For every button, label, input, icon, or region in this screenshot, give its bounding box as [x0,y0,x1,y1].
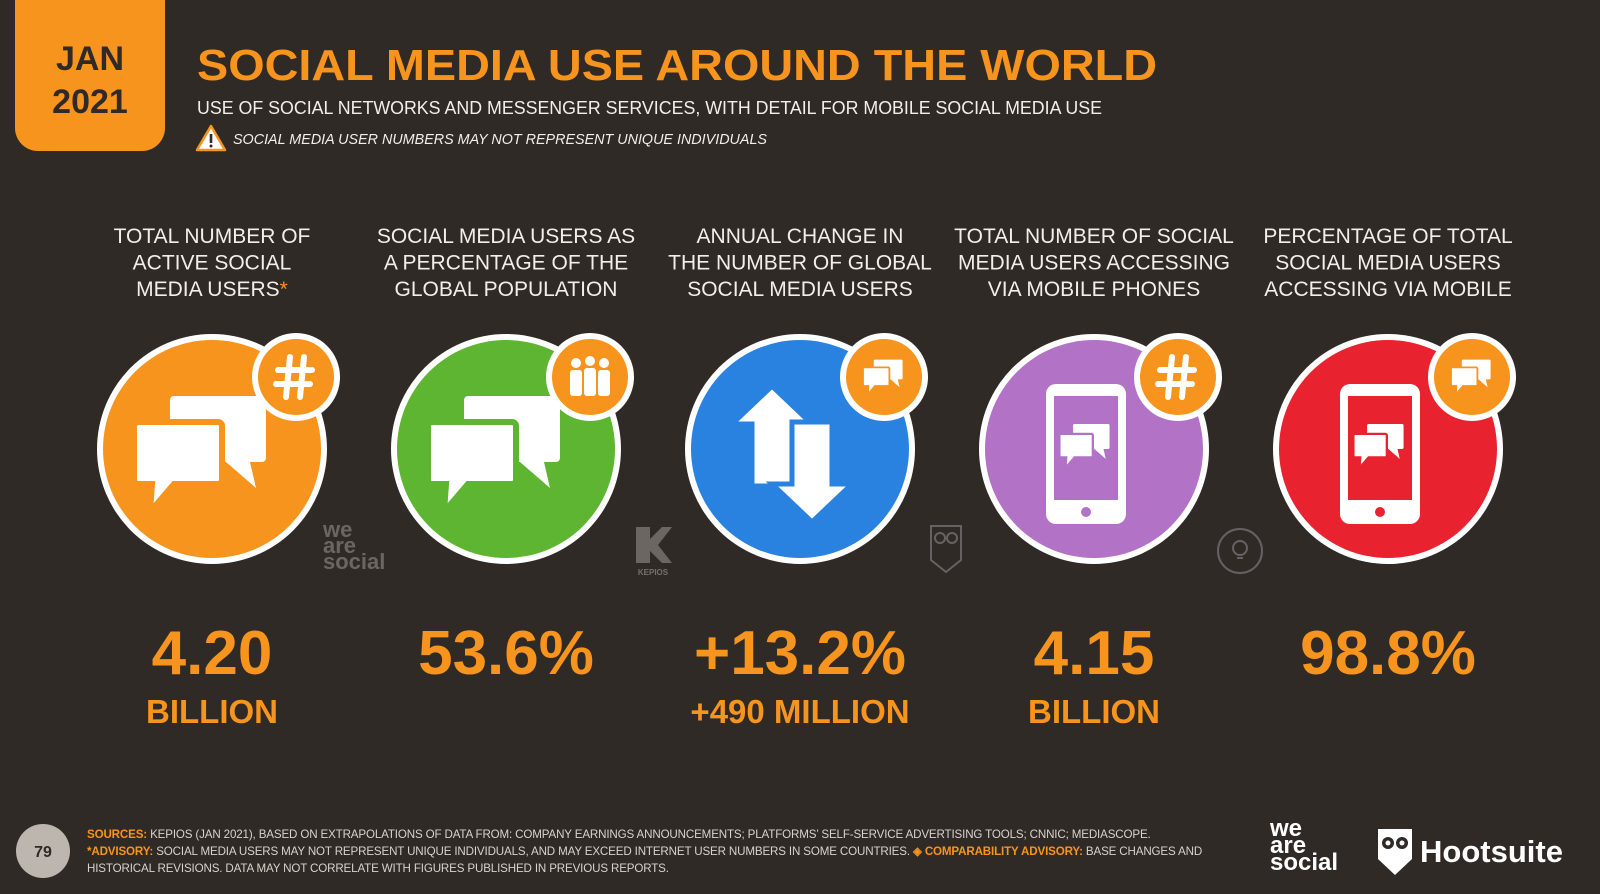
badge-icon [570,356,610,396]
advisory-line: *ADVISORY: SOCIAL MEDIA USERS MAY NOT RE… [87,843,1247,877]
stat-label-line: SOCIAL MEDIA USERS AS [377,225,635,248]
stat-label-line: SOCIAL MEDIA USERS [687,278,913,301]
bulb-watermark [1217,528,1263,574]
stat-label-line: GLOBAL POPULATION [395,278,618,301]
title: SOCIAL MEDIA USE AROUND THE WORLD [197,41,1157,90]
owl-watermark [930,525,962,574]
badge [1140,339,1216,415]
stat-label-line: TOTAL NUMBER OF SOCIAL [954,225,1234,248]
watermark-we-are-social: we [322,517,352,542]
stat-label: ACTIVE SOCIAL [133,252,292,275]
stat-label-line: A PERCENTAGE OF THE [384,252,628,275]
stat-label: THE NUMBER OF GLOBAL [668,252,932,275]
watermark-we-are-social: are [323,533,356,558]
stat-value: 53.6% [418,619,594,688]
date-year: 2021 [52,83,128,121]
advisory-text: SOCIAL MEDIA USERS MAY NOT REPRESENT UNI… [156,845,910,858]
footer-notes: SOURCES: KEPIOS (JAN 2021), BASED ON EXT… [87,826,1247,877]
stat-value: +13.2% [694,619,906,688]
hootsuite-owl [1378,829,1412,875]
stat-label: VIA MOBILE PHONES [988,278,1200,301]
stat-value: 98.8% [1300,619,1476,688]
logo-hootsuite: Hootsuite [1420,834,1563,869]
stat-label-line: THE NUMBER OF GLOBAL [668,252,932,275]
stat-label-line: VIA MOBILE PHONES [988,278,1200,301]
logo-we-are-social: are [1270,832,1306,859]
stat-label: SOCIAL MEDIA USERS [687,278,913,301]
stat-label: SOCIAL MEDIA USERS [1275,252,1501,275]
stat-label: PERCENTAGE OF TOTAL [1263,225,1512,248]
stat-label-line: PERCENTAGE OF TOTAL [1263,225,1512,248]
stat-value: 4.15 [1034,619,1155,688]
stat-unit: BILLION [1028,693,1160,730]
watermark-kepios: KEPIOS [638,568,669,577]
stat-label-line: SOCIAL MEDIA USERS [1275,252,1501,275]
advisory-label: *ADVISORY: [87,845,154,858]
warning-text: SOCIAL MEDIA USER NUMBERS MAY NOT REPRES… [233,132,767,148]
date-box [15,0,165,151]
sources-line: SOURCES: KEPIOS (JAN 2021), BASED ON EXT… [87,826,1247,843]
comparability-text: BASE CHANGES AND HISTORICAL REVISIONS. D… [87,845,1203,875]
stat-label-line: ACCESSING VIA MOBILE [1264,278,1511,301]
stat-label-line: TOTAL NUMBER OF [114,225,311,248]
stat-label-line: ACTIVE SOCIAL [133,252,292,275]
stat-label-line: MEDIA USERS ACCESSING [958,252,1230,275]
stat-label: ACCESSING VIA MOBILE [1264,278,1511,301]
watermark-we-are-social: social [323,549,385,574]
warning-icon [195,124,227,152]
stat-label: MEDIA USERS ACCESSING [958,252,1230,275]
kepios-mark [636,527,672,563]
stat-label-line: ANNUAL CHANGE IN [697,225,904,248]
page-number: 79 [34,844,52,861]
stat-label: TOTAL NUMBER OF [114,225,311,248]
comparability-label: ◈ COMPARABILITY ADVISORY: [912,845,1083,858]
logo-we-are-social: social [1270,849,1338,876]
logo-we-are-social: we [1269,815,1302,842]
stat-label: GLOBAL POPULATION [395,278,618,301]
stat-label: SOCIAL MEDIA USERS AS [377,225,635,248]
stat-label: MEDIA USERS* [136,278,288,301]
stat-icon [1340,384,1420,524]
sources-label: SOURCES: [87,828,147,841]
subtitle: USE OF SOCIAL NETWORKS AND MESSENGER SER… [197,97,1102,118]
sources-text: KEPIOS (JAN 2021), BASED ON EXTRAPOLATIO… [150,828,1151,841]
stat-label-line: MEDIA USERS [136,278,280,301]
stat-label: A PERCENTAGE OF THE [384,252,628,275]
stat-label: ANNUAL CHANGE IN [697,225,904,248]
stat-label: TOTAL NUMBER OF SOCIAL [954,225,1234,248]
page-number-badge [16,824,70,878]
stat-value: 4.20 [152,619,273,688]
stat-unit: BILLION [146,693,278,730]
footnote-mark: * [280,278,288,301]
date-month: JAN [56,40,124,78]
badge [258,339,334,415]
stat-unit: +490 MILLION [690,693,909,730]
stat-icon [1046,384,1126,524]
